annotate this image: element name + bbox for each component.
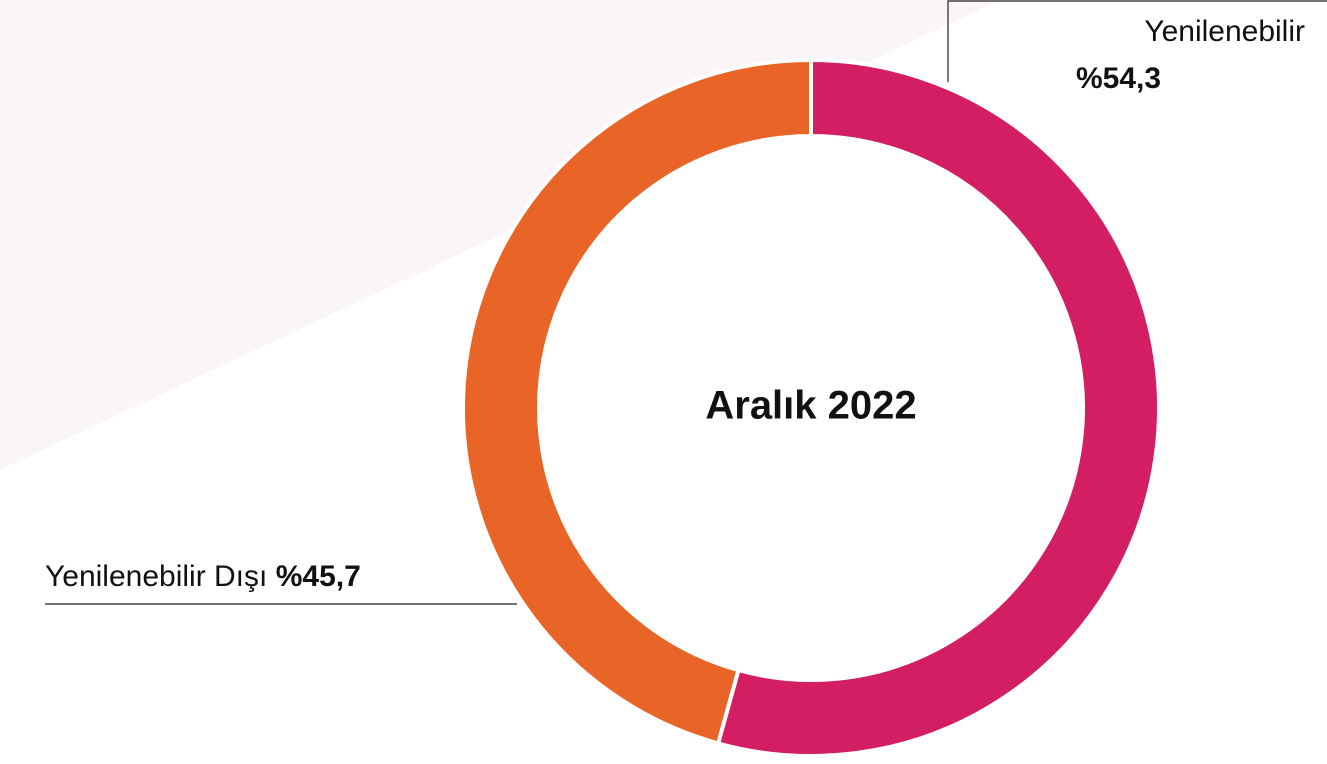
slice-label: Yenilenebilir Dışı xyxy=(45,560,267,593)
slice-value-label: %45,7 xyxy=(276,560,361,593)
donut xyxy=(461,57,1161,758)
slice xyxy=(461,57,813,746)
leader-line xyxy=(947,0,1327,82)
center-label: Aralık 2022 xyxy=(705,384,916,428)
slice-label: Yenilenebilir xyxy=(1144,15,1305,48)
slice-label-group: Yenilenebilir Dışı %45,7 xyxy=(45,560,361,593)
slice xyxy=(715,57,1161,758)
slice-value-label: %54,3 xyxy=(1076,62,1161,95)
